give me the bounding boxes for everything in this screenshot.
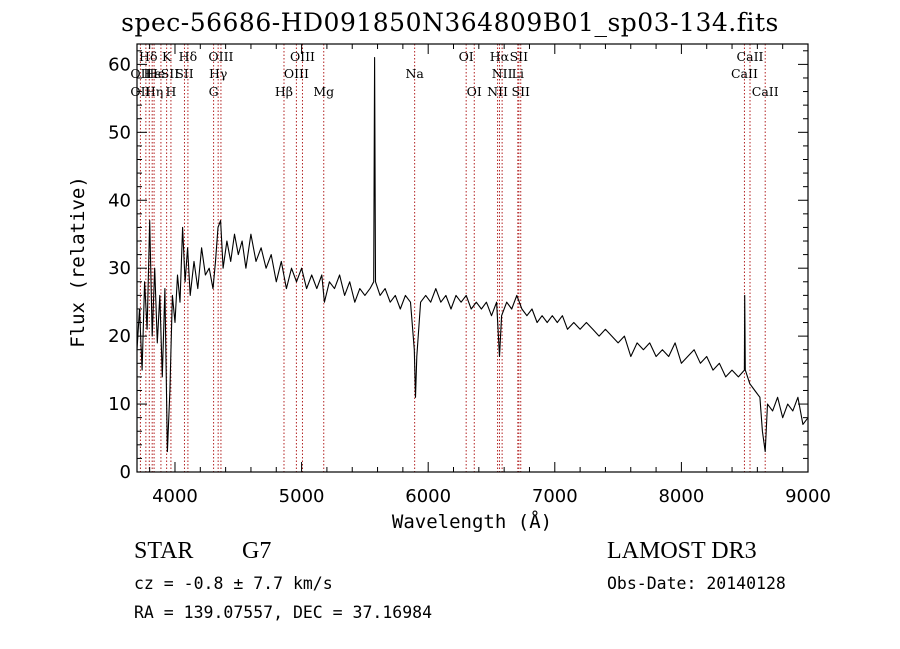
spectral-line-label: OIII (284, 66, 309, 81)
y-tick-label: 50 (108, 122, 131, 143)
y-axis-label: Flux (relative) (67, 176, 89, 348)
spectral-line-label: G (209, 84, 219, 99)
spectral-line-label: OII (130, 84, 150, 99)
object-class: STAR (134, 538, 194, 564)
x-axis-label: Wavelength (Å) (391, 511, 553, 533)
survey-name: LAMOST DR3 (607, 538, 757, 564)
spectral-line-label: SII (161, 66, 180, 81)
spectral-line-label: NII (487, 84, 508, 99)
spectral-line-label: OII (130, 66, 150, 81)
x-tick-label: 9000 (785, 486, 831, 507)
coordinates-text: RA = 139.07557, DEC = 37.16984 (134, 603, 433, 622)
object-subclass: G7 (242, 538, 272, 564)
spectral-line-label: OI (459, 49, 474, 64)
x-tick-label: 8000 (658, 486, 704, 507)
spectral-line-label: OIII (208, 49, 233, 64)
spectral-line-label: Hδ (179, 49, 197, 64)
spectral-line-label: He (147, 66, 165, 81)
y-tick-label: 0 (120, 462, 131, 483)
spectral-line-label: K (162, 49, 172, 64)
spectral-line-label: Hγ (209, 66, 227, 81)
spectral-line-label: OIII (290, 49, 315, 64)
y-tick-label: 40 (108, 190, 131, 211)
observation-date: Obs-Date: 20140128 (607, 574, 786, 593)
x-tick-label: 4000 (152, 486, 198, 507)
spectral-line-label: CaII (731, 66, 758, 81)
spectral-line-label: Hβ (275, 84, 293, 99)
spectral-line-label: CaII (752, 84, 779, 99)
spectral-line-label: SII (510, 49, 529, 64)
spectral-line-label: OI (467, 84, 482, 99)
spectral-line-label: NII (492, 66, 513, 81)
chart-title: spec-56686-HD091850N364809B01_sp03-134.f… (121, 8, 779, 37)
spectral-line-label: Na (405, 66, 424, 81)
spectral-line-label: H (165, 84, 176, 99)
plot-frame (136, 43, 809, 473)
spectral-line-label: SII (512, 84, 531, 99)
x-tick-label: 7000 (532, 486, 578, 507)
spectral-line-label: Li (512, 66, 524, 81)
spectrum-line (136, 57, 809, 453)
spectral-line-label: Mg (313, 84, 334, 99)
spectral-line-label: Hε (143, 66, 160, 81)
y-tick-label: 30 (108, 258, 131, 279)
y-tick-label: 10 (108, 394, 131, 415)
spectral-line-label: SII (175, 66, 194, 81)
spectral-line-label: Hη (145, 84, 163, 99)
spectral-line-label: Hδ (139, 49, 157, 64)
y-tick-label: 60 (108, 54, 131, 75)
x-tick-label: 6000 (405, 486, 451, 507)
y-tick-label: 20 (108, 326, 131, 347)
x-tick-label: 5000 (279, 486, 325, 507)
redshift-text: cz = -0.8 ± 7.7 km/s (134, 574, 333, 593)
spectral-line-label: CaII (737, 49, 764, 64)
spectral-line-label: Hα (490, 49, 510, 64)
